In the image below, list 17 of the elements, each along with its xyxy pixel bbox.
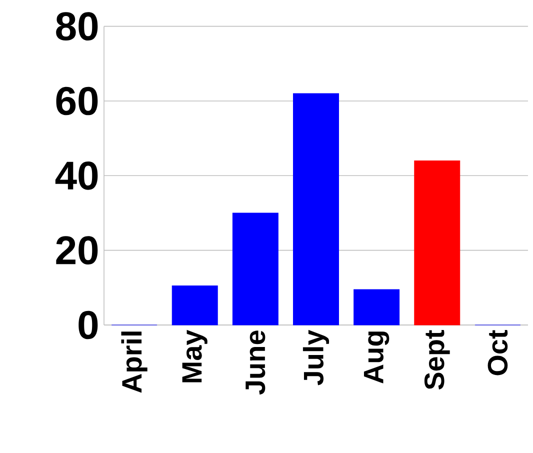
y-tick-label: 20 xyxy=(56,236,98,264)
x-tick-label: July xyxy=(302,330,330,386)
bar xyxy=(232,212,278,326)
x-tick-label: Aug xyxy=(364,332,390,384)
x-tick-label: April xyxy=(121,332,148,393)
y-tick-label: 0 xyxy=(78,310,98,340)
x-tick-label: Sept xyxy=(424,330,450,390)
bar xyxy=(414,160,460,326)
x-tick-label: Oct xyxy=(488,330,508,376)
bar xyxy=(293,93,339,326)
bar xyxy=(172,286,218,326)
y-tick-label: 40 xyxy=(55,161,98,190)
x-tick-label: June xyxy=(246,330,266,395)
bar xyxy=(354,289,400,326)
x-tick-label: May xyxy=(182,330,208,382)
y-tick-label: 80 xyxy=(56,12,98,40)
y-tick-label: 60 xyxy=(56,86,98,116)
